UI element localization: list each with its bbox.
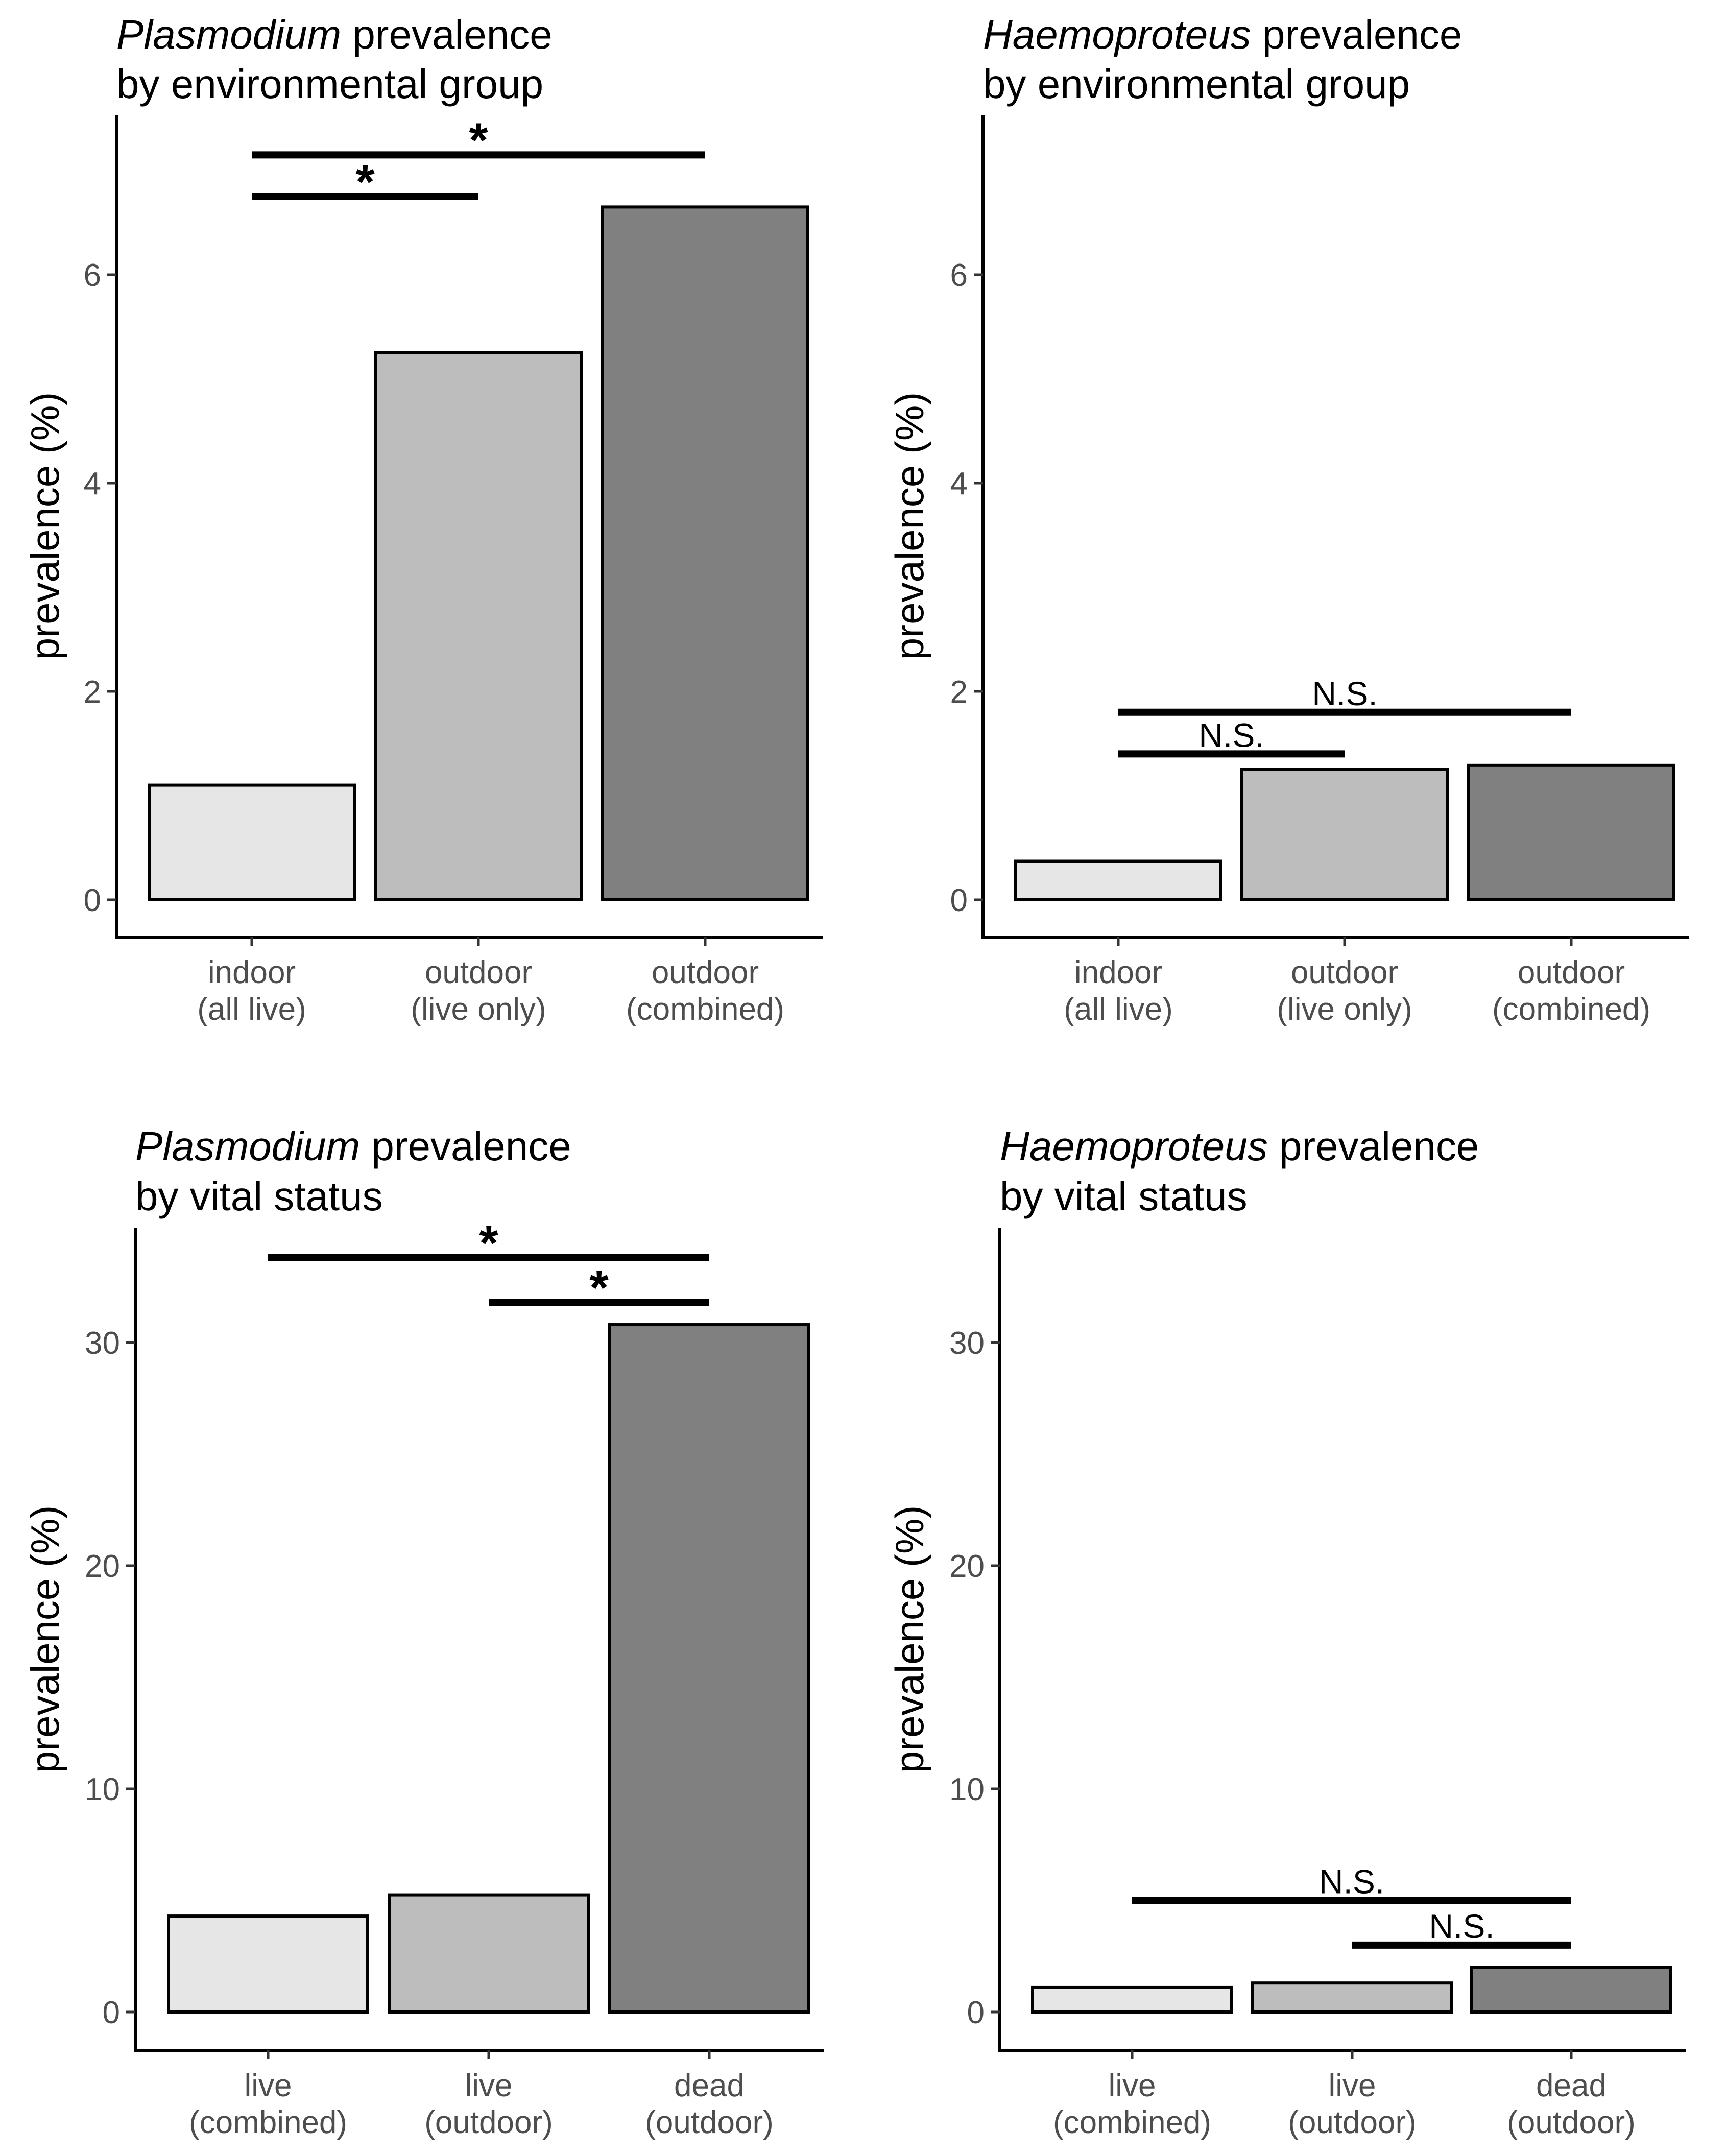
x-tick-label-line1: live [244, 2068, 292, 2103]
x-tick-label-line1: dead [674, 2068, 745, 2103]
bar-2 [1240, 768, 1449, 901]
y-tick-label: 0 [967, 1995, 985, 2030]
y-axis-label: prevalence (%) [887, 392, 932, 660]
bar-3 [1467, 763, 1675, 901]
y-tick-label: 2 [950, 675, 968, 710]
x-tick-label-line2: (outdoor) [645, 2105, 774, 2140]
y-tick-label: 30 [85, 1326, 120, 1361]
y-tick-label: 6 [84, 258, 101, 293]
chart-title-rest: prevalence [1268, 1123, 1479, 1169]
x-tick-label-line1: indoor [1074, 955, 1162, 990]
bar-3 [1470, 1966, 1672, 2014]
x-tick-label-line2: (all live) [1064, 992, 1173, 1027]
x-tick-label-line1: outdoor [1518, 955, 1625, 990]
y-tick-label: 0 [950, 883, 968, 918]
y-axis-label: prevalence (%) [887, 1505, 932, 1774]
y-tick-label: 10 [85, 1772, 120, 1807]
x-tick-label-line1: live [1108, 2068, 1156, 2103]
y-tick-label: 4 [84, 466, 101, 501]
chart-title-genus: Plasmodium [135, 1123, 360, 1169]
y-axis-label: prevalence (%) [22, 392, 67, 660]
chart-title-line2: by vital status [1000, 1173, 1248, 1219]
y-tick-label: 20 [85, 1549, 120, 1584]
y-tick-label: 6 [950, 258, 968, 293]
chart-title-genus: Haemoproteus [983, 12, 1251, 57]
x-tick-label-line2: (outdoor) [424, 2105, 553, 2140]
x-tick-label-line1: live [465, 2068, 512, 2103]
bar-1 [148, 783, 356, 901]
significance-label-2: N.S. [1429, 1907, 1494, 1945]
significance-label-1: * [469, 113, 488, 167]
bar-2 [374, 351, 583, 901]
bar-2 [1251, 1981, 1453, 2014]
y-tick-label: 20 [949, 1549, 985, 1584]
chart-title-genus: Plasmodium [116, 12, 341, 57]
chart-title-line2: by vital status [135, 1173, 383, 1219]
x-tick-label-line1: dead [1536, 2068, 1606, 2103]
x-tick-label-line1: outdoor [425, 955, 532, 990]
significance-label-1: * [479, 1216, 498, 1271]
bar-1 [1014, 859, 1222, 902]
x-tick-label-line2: (combined) [189, 2105, 347, 2140]
y-tick-label: 0 [103, 1995, 120, 2030]
chart-title-line2: by environmental group [983, 61, 1410, 107]
bar-3 [608, 1323, 810, 2014]
chart-title-line2: by environmental group [116, 61, 543, 107]
chart-title-line1: Haemoproteus prevalence [983, 12, 1462, 57]
bar-1 [167, 1914, 369, 2014]
x-tick-label-line2: (combined) [1053, 2105, 1211, 2140]
x-tick-label-line2: (combined) [1492, 992, 1650, 1027]
y-tick-label: 2 [84, 675, 101, 710]
x-tick-label-line2: (live only) [411, 992, 546, 1027]
x-tick-label-line2: (combined) [626, 992, 784, 1027]
y-tick-label: 0 [84, 883, 101, 918]
chart-title-rest: prevalence [1251, 12, 1462, 57]
y-tick-label: 10 [949, 1772, 985, 1807]
significance-label-2: * [355, 155, 375, 209]
x-tick-label-line2: (all live) [197, 992, 306, 1027]
chart-title-rest: prevalence [341, 12, 553, 57]
x-tick-label-line1: live [1328, 2068, 1376, 2103]
x-tick-label-line1: indoor [208, 955, 296, 990]
chart-title-rest: prevalence [360, 1123, 571, 1169]
chart-title-line1: Haemoproteus prevalence [1000, 1123, 1479, 1169]
chart-title-genus: Haemoproteus [1000, 1123, 1268, 1169]
x-tick-label-line2: (outdoor) [1507, 2105, 1636, 2140]
y-tick-label: 4 [950, 466, 968, 501]
y-tick-label: 30 [949, 1326, 985, 1361]
y-axis-label: prevalence (%) [22, 1505, 67, 1774]
significance-label-1: N.S. [1312, 675, 1377, 712]
x-tick-label-line2: (live only) [1277, 992, 1412, 1027]
significance-label-2: N.S. [1198, 716, 1264, 754]
significance-label-1: N.S. [1319, 1863, 1384, 1901]
bar-1 [1031, 1985, 1233, 2014]
x-tick-label-line2: (outdoor) [1288, 2105, 1417, 2140]
significance-label-2: * [589, 1260, 609, 1315]
bar-2 [388, 1893, 590, 2014]
bar-3 [601, 205, 809, 901]
x-tick-label-line1: outdoor [1291, 955, 1398, 990]
x-tick-label-line1: outdoor [652, 955, 759, 990]
chart-title-line1: Plasmodium prevalence [116, 12, 553, 57]
chart-title-line1: Plasmodium prevalence [135, 1123, 571, 1169]
